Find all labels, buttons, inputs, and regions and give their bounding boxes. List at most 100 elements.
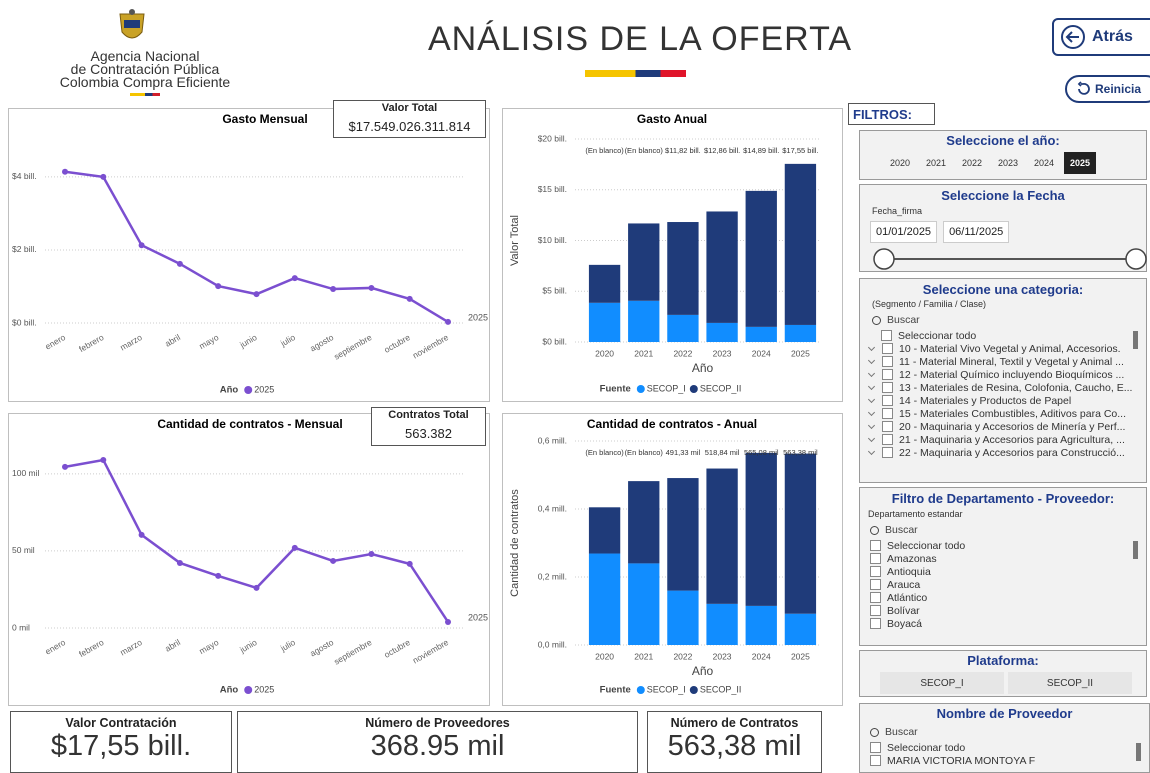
checkbox[interactable] <box>870 553 881 564</box>
checkbox[interactable] <box>870 742 881 753</box>
expand-icon[interactable] <box>867 382 876 390</box>
list-item[interactable]: Atlántico <box>870 591 1138 604</box>
platform-option[interactable]: SECOP_II <box>1008 672 1132 694</box>
checkbox[interactable] <box>882 434 893 445</box>
list-item[interactable]: 13 - Materiales de Resina, Colofonia, Ca… <box>866 381 1138 394</box>
checkbox[interactable] <box>882 343 893 354</box>
checkbox[interactable] <box>870 592 881 603</box>
logo-text: Agencia Nacional de Contratación Pública… <box>20 48 270 96</box>
bar-segment <box>628 300 660 342</box>
year-option[interactable]: 2021 <box>925 158 947 168</box>
bar-segment <box>588 264 621 303</box>
slider-handle[interactable] <box>873 248 895 270</box>
point <box>445 618 451 625</box>
search-box[interactable]: Buscar <box>870 726 1149 738</box>
year-option[interactable]: 2023 <box>997 158 1019 168</box>
list-item[interactable]: Boyacá <box>870 617 1138 630</box>
list-item[interactable]: Arauca <box>870 578 1138 591</box>
date-end[interactable]: 06/11/2025 <box>943 221 1010 243</box>
list-item[interactable]: Seleccionar todo <box>870 539 1138 552</box>
list-item[interactable]: 10 - Material Vivo Vegetal y Animal, Acc… <box>866 342 1138 355</box>
legend-marker <box>689 686 698 694</box>
total-label: 491,33 mil <box>666 448 701 457</box>
x-tick-label: febrero <box>77 332 106 354</box>
checkbox[interactable] <box>870 755 881 766</box>
date-slider[interactable] <box>860 247 1148 271</box>
scrollbar[interactable] <box>1133 541 1138 559</box>
checkbox[interactable] <box>870 579 881 590</box>
checkbox[interactable] <box>882 356 893 367</box>
year-option[interactable]: 2025 <box>1064 152 1096 174</box>
total-label: 565,08 mil <box>744 448 779 457</box>
checkbox[interactable] <box>882 369 893 380</box>
scrollbar[interactable] <box>1136 743 1141 761</box>
list-item[interactable]: 21 - Maquinaria y Accesorios para Agricu… <box>866 433 1138 446</box>
expand-icon[interactable] <box>867 395 876 403</box>
search-box[interactable]: Buscar <box>872 314 1146 326</box>
slider-handle[interactable] <box>1125 248 1147 270</box>
total-label: (En blanco) <box>625 146 664 155</box>
checkbox[interactable] <box>870 618 881 629</box>
list-item[interactable]: 12 - Material Químico incluyendo Bioquím… <box>866 368 1138 381</box>
list-item[interactable]: 14 - Materiales y Productos de Papel <box>866 394 1138 407</box>
search-text: Buscar <box>887 314 920 326</box>
date-start[interactable]: 01/01/2025 <box>870 221 938 243</box>
expand-icon[interactable] <box>867 447 876 455</box>
checkbox[interactable] <box>882 382 893 393</box>
point <box>215 572 222 579</box>
search-box[interactable]: Buscar <box>870 524 1146 536</box>
date-filter: Seleccione la Fecha Fecha_firma 01/01/20… <box>859 184 1147 272</box>
checkbox[interactable] <box>882 395 893 406</box>
year-option[interactable]: 2024 <box>1033 158 1055 168</box>
list-item[interactable]: 20 - Maquinaria y Accesorios de Minería … <box>866 420 1138 433</box>
logo-line: Agencia Nacional <box>90 48 200 64</box>
expand-icon[interactable] <box>867 434 876 442</box>
checkbox[interactable] <box>882 408 893 419</box>
checkbox[interactable] <box>881 330 892 341</box>
bar-segment <box>784 163 817 325</box>
back-button[interactable]: Atrás <box>1052 18 1150 56</box>
list-item[interactable]: 11 - Material Mineral, Textil y Vegetal … <box>866 355 1138 368</box>
expand-icon[interactable] <box>867 356 876 364</box>
reset-button[interactable]: Reinicia <box>1065 75 1150 103</box>
expand-icon[interactable] <box>867 343 876 351</box>
list-item[interactable]: MARIA VICTORIA MONTOYA F <box>870 754 1141 767</box>
list-item[interactable]: Seleccionar todo <box>870 741 1141 754</box>
list-item[interactable]: 22 - Maquinaria y Accesorios para Constr… <box>866 446 1138 459</box>
list-item[interactable]: Bolívar <box>870 604 1138 617</box>
reset-label: Reinicia <box>1095 82 1142 96</box>
y-tick-label: 100 mil <box>12 468 40 478</box>
search-text: Buscar <box>885 726 918 738</box>
checkbox[interactable] <box>882 447 893 458</box>
checkbox[interactable] <box>870 540 881 551</box>
section-title: Seleccione la Fecha <box>941 188 1065 203</box>
platform-options: SECOP_I SECOP_II <box>880 672 1146 694</box>
y-axis-label: Cantidad de contratos <box>509 489 521 597</box>
checkbox[interactable] <box>870 605 881 616</box>
legend-marker <box>636 686 645 694</box>
scrollbar[interactable] <box>1133 331 1138 349</box>
expand-icon[interactable] <box>867 369 876 377</box>
point <box>62 463 68 470</box>
checkbox[interactable] <box>882 421 893 432</box>
bar-segment <box>706 322 738 342</box>
checkbox[interactable] <box>870 566 881 577</box>
list-item[interactable]: Antioquia <box>870 565 1138 578</box>
expand-icon[interactable] <box>867 408 876 416</box>
y-tick-label: $0 bill. <box>12 317 37 327</box>
y-axis-label: Valor Total <box>509 215 521 266</box>
total-label: $14,89 bill. <box>743 146 779 155</box>
platform-option[interactable]: SECOP_I <box>880 672 1004 694</box>
year-option[interactable]: 2022 <box>961 158 983 168</box>
list-item[interactable]: Amazonas <box>870 552 1138 565</box>
year-option[interactable]: 2020 <box>889 158 911 168</box>
list-item[interactable]: Seleccionar todo <box>866 329 1138 342</box>
list-item[interactable]: 15 - Materiales Combustibles, Aditivos p… <box>866 407 1138 420</box>
year-options: 2020 2021 2022 2023 2024 2025 <box>884 152 1146 174</box>
bar-segment <box>745 326 777 342</box>
x-tick-label: abril <box>163 637 182 654</box>
expand-icon[interactable] <box>867 421 876 429</box>
bar-segment <box>628 563 660 645</box>
bar-segment <box>628 223 660 301</box>
